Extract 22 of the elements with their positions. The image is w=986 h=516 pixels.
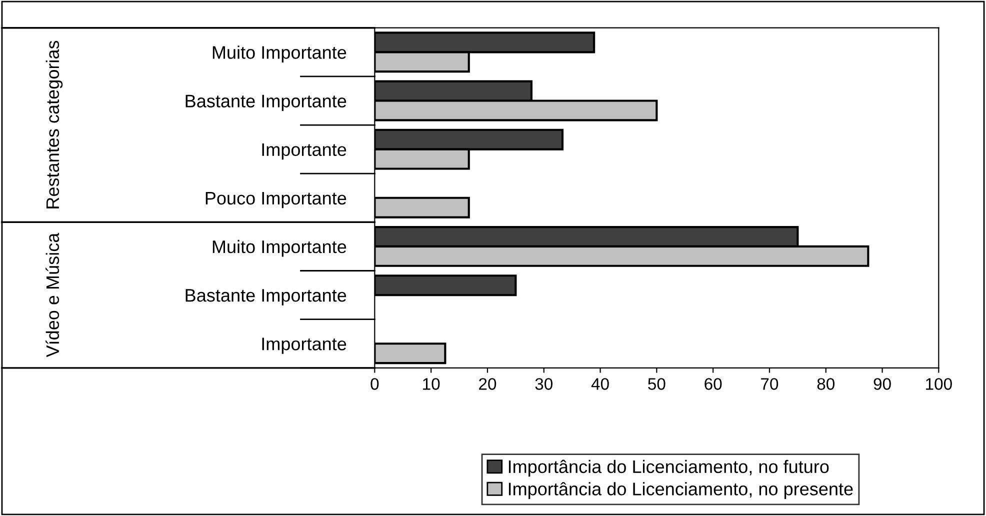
x-tick-label: 30: [535, 378, 552, 390]
x-tick-label: 0: [370, 378, 379, 390]
x-tick-label: 60: [704, 378, 722, 390]
legend-label: Importância do Licenciamento, no presente: [508, 482, 853, 499]
y-tick-label: Importante: [262, 143, 346, 160]
y-tick-label: Bastante Importante: [186, 94, 346, 112]
y-tick-label: Importante: [262, 338, 346, 354]
y-tick-label: Muito Importante: [212, 240, 346, 257]
x-tick-label: 10: [423, 378, 440, 390]
x-tick-label: 50: [648, 378, 666, 390]
y-tick-label: Muito Importante: [212, 46, 346, 62]
x-tick-label: 20: [479, 378, 496, 390]
y-tick-label: Pouco Importante: [206, 192, 346, 208]
x-tick-label: 90: [874, 378, 891, 390]
y-tick-label: Bastante Importante: [186, 289, 346, 306]
x-tick-label: 80: [817, 378, 834, 390]
text: Vídeo e Música: [46, 232, 60, 358]
x-tick-label: 70: [761, 378, 778, 390]
legend-label: Importância do Licenciamento, no futuro: [508, 460, 829, 477]
x-tick-label: 100: [926, 378, 952, 390]
text: Restantes categorias: [46, 40, 63, 208]
x-tick-label: 40: [591, 378, 609, 390]
